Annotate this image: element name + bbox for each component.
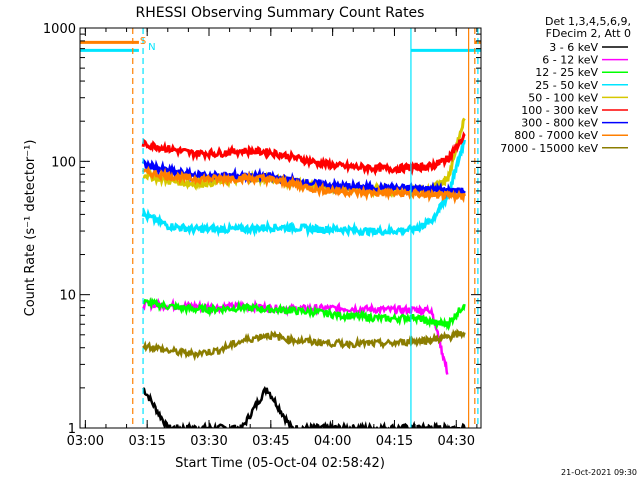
legend-header: Det 1,3,4,5,6,9, (545, 15, 631, 28)
chart-title: RHESSI Observing Summary Count Rates (136, 5, 425, 21)
y-tick-label: 10 (59, 289, 76, 304)
series-line (142, 297, 449, 375)
y-tick-label: 1 (68, 422, 76, 437)
y-axis-label: Count Rate (s⁻¹ detector⁻¹) (23, 140, 38, 317)
x-tick-label: 03:30 (190, 434, 227, 449)
legend-label: 800 - 7000 keV (514, 129, 598, 142)
series-line (142, 385, 466, 428)
mode-markers: SN (140, 36, 156, 53)
reference-segments (80, 40, 481, 52)
mode-marker: N (148, 42, 155, 53)
y-tick-label: 100 (51, 155, 76, 170)
series-line (142, 297, 466, 332)
series-line (141, 165, 466, 205)
y-axis: 1 10 100 1000 (43, 22, 481, 437)
series-lines (141, 117, 466, 428)
x-tick-label: 04:30 (438, 434, 475, 449)
series-line (142, 328, 466, 362)
legend-label: 6 - 12 keV (542, 54, 598, 67)
x-axis-label: Start Time (05-Oct-04 02:58:42) (175, 456, 385, 471)
legend-label: 3 - 6 keV (549, 41, 598, 54)
x-tick-label: 04:15 (376, 434, 413, 449)
legend-label: 12 - 25 keV (535, 66, 598, 79)
legend-label: 300 - 800 keV (521, 117, 598, 130)
series-line (141, 139, 466, 238)
legend-label: 25 - 50 keV (535, 79, 598, 92)
mode-marker: S (140, 36, 146, 47)
footer-timestamp: 21-Oct-2021 09:30 (561, 468, 637, 477)
legend-header: FDecim 2, Att 0 (546, 27, 631, 40)
x-axis: 03:00 03:15 03:30 03:45 04:00 04:15 04:30 (67, 28, 478, 449)
x-tick-label: 03:15 (128, 434, 165, 449)
legend-label: 50 - 100 keV (528, 91, 598, 104)
legend-label: 100 - 300 keV (521, 104, 598, 117)
plot-frame (79, 27, 482, 429)
y-tick-label: 1000 (43, 22, 76, 37)
x-tick-label: 04:00 (314, 434, 351, 449)
mode-lines (132, 28, 479, 428)
legend: Det 1,3,4,5,6,9,FDecim 2, Att 03 - 6 keV… (500, 15, 631, 155)
x-tick-label: 03:45 (252, 434, 289, 449)
legend-label: 7000 - 15000 keV (500, 142, 598, 155)
x-tick-label: 03:00 (67, 434, 104, 449)
series-line (141, 131, 466, 177)
